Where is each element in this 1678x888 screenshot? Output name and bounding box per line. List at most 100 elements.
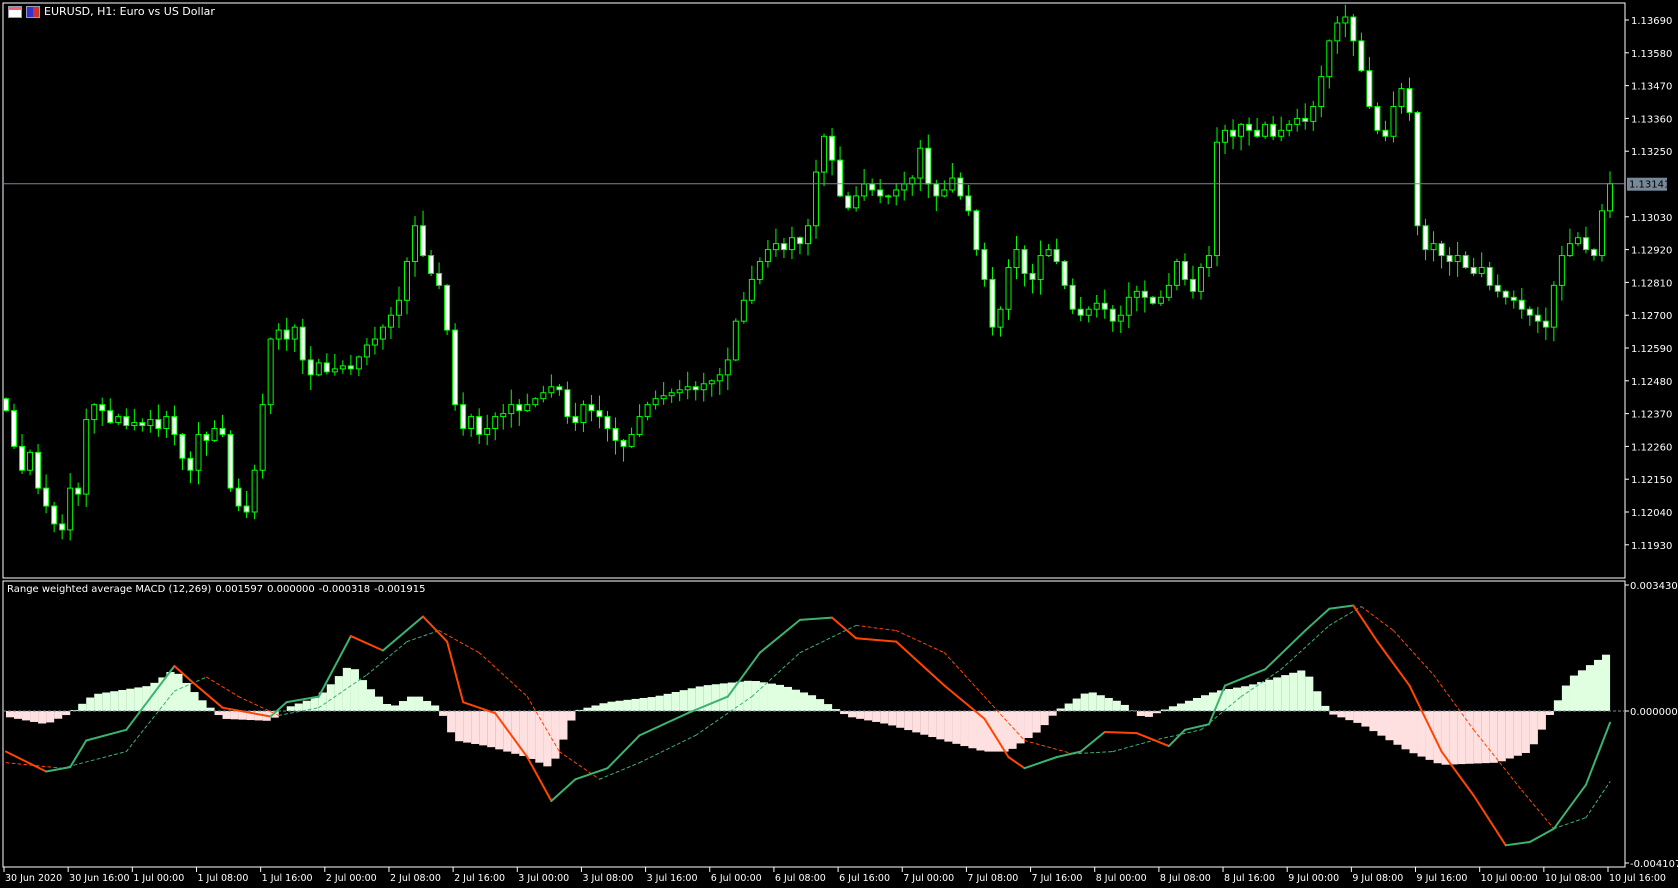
- bull-candle: [1550, 284, 1557, 328]
- signal-line-segment: [61, 751, 127, 769]
- histogram-bar: [134, 687, 143, 711]
- bear-candle: [1446, 255, 1453, 263]
- time-label: 8 Jul 08:00: [1160, 873, 1211, 884]
- bear-candle: [1254, 129, 1261, 137]
- bull-candle: [115, 416, 122, 424]
- macd-line-segment: [895, 640, 946, 687]
- bull-candle: [195, 433, 202, 471]
- bull-candle: [548, 386, 555, 394]
- signal-line-segment: [366, 641, 408, 676]
- macd-line-segment: [1007, 756, 1026, 770]
- time-label: 30 Jun 2020: [5, 873, 62, 884]
- histogram-bar: [206, 707, 215, 711]
- histogram-bar: [1209, 692, 1218, 711]
- histogram-bar: [1072, 698, 1081, 711]
- bull-candle: [331, 368, 338, 373]
- histogram-bar: [952, 711, 961, 744]
- histogram-bar: [992, 711, 1001, 752]
- signal-line-segment: [278, 707, 320, 716]
- macd-line-segment: [798, 616, 834, 621]
- histogram-bar: [1281, 675, 1290, 711]
- indicator-value: -0.001915: [374, 584, 426, 595]
- signal-line-segment: [1024, 740, 1074, 755]
- macd-line-segment: [381, 615, 425, 652]
- bear-candle: [1494, 284, 1501, 292]
- histogram-bar: [142, 686, 151, 711]
- bull-candle: [1318, 76, 1325, 107]
- signal-line-segment: [1392, 630, 1435, 676]
- bull-candle: [1294, 117, 1301, 125]
- signal-line-segment: [1521, 789, 1555, 830]
- histogram-bar: [118, 689, 127, 711]
- bear-candle: [227, 433, 234, 489]
- histogram-bar: [302, 700, 311, 711]
- macd-axis: 0.003430 0.000000 -0.004107: [1625, 581, 1678, 870]
- bull-candle: [636, 416, 643, 435]
- bull-candle: [524, 404, 531, 412]
- bull-candle: [1197, 266, 1204, 292]
- histogram-bar: [1529, 711, 1538, 745]
- bull-candle: [724, 359, 731, 376]
- bull-candle: [821, 135, 828, 173]
- histogram-bar: [1200, 695, 1210, 711]
- histogram-bar: [687, 688, 696, 711]
- macd-line-segment: [5, 750, 48, 773]
- histogram-bar: [791, 689, 801, 711]
- signal-line-segment: [1433, 674, 1475, 731]
- bear-candle: [780, 243, 787, 251]
- histogram-bar: [888, 711, 897, 726]
- bull-candle: [1334, 22, 1341, 42]
- bear-candle: [845, 195, 852, 209]
- bear-candle: [596, 410, 603, 418]
- time-label: 30 Jun 16:00: [69, 873, 129, 884]
- bull-candle: [732, 320, 739, 361]
- histogram-bar: [62, 711, 71, 716]
- histogram-bar: [527, 711, 536, 759]
- bull-candle: [1165, 284, 1172, 298]
- histogram-bar: [198, 700, 207, 711]
- histogram-bar: [174, 673, 183, 711]
- price-label: 1.12480: [1631, 377, 1672, 388]
- signal-line-segment: [1152, 729, 1202, 742]
- bull-candle: [468, 416, 475, 430]
- histogram-bar: [1000, 711, 1009, 752]
- macd-line-segment: [422, 615, 449, 643]
- histogram-bar: [1257, 682, 1266, 711]
- histogram-bar: [1040, 711, 1049, 726]
- bull-candle: [484, 428, 491, 435]
- indicator-value: 0.000000: [267, 584, 315, 595]
- bear-candle: [444, 284, 451, 331]
- bull-candle: [805, 225, 811, 245]
- macd-line-segment: [1584, 721, 1611, 786]
- macd-line-segment: [1472, 794, 1507, 847]
- bull-candle: [684, 386, 691, 391]
- signal-line-segment: [1240, 668, 1282, 698]
- bear-candle: [1486, 266, 1493, 286]
- histogram-bar: [1489, 711, 1498, 763]
- bear-candle: [307, 359, 314, 376]
- time-label: 7 Jul 08:00: [967, 873, 1018, 884]
- signal-line-segment: [639, 734, 697, 764]
- bear-candle: [1542, 320, 1549, 328]
- time-label: 9 Jul 16:00: [1417, 873, 1468, 884]
- bear-candle: [1414, 111, 1421, 227]
- histogram-bar: [1449, 711, 1458, 765]
- histogram-bar: [1585, 665, 1595, 711]
- macd-line-segment: [1440, 750, 1475, 797]
- histogram-bar: [1176, 703, 1186, 711]
- histogram-bar: [94, 693, 103, 711]
- bull-candle: [355, 356, 362, 370]
- histogram-bar: [1505, 711, 1514, 759]
- histogram-bar: [1473, 711, 1482, 764]
- histogram-bar: [599, 703, 608, 711]
- bull-candle: [259, 404, 266, 471]
- histogram-bar: [976, 711, 985, 751]
- macd-line-segment: [1079, 731, 1106, 753]
- signal-line-segment: [206, 676, 240, 698]
- histogram-bar: [679, 690, 688, 711]
- bull-candle: [676, 389, 683, 394]
- bear-candle: [1534, 314, 1541, 322]
- bear-candle: [283, 329, 290, 340]
- indicator-value: 0.001597: [215, 584, 264, 595]
